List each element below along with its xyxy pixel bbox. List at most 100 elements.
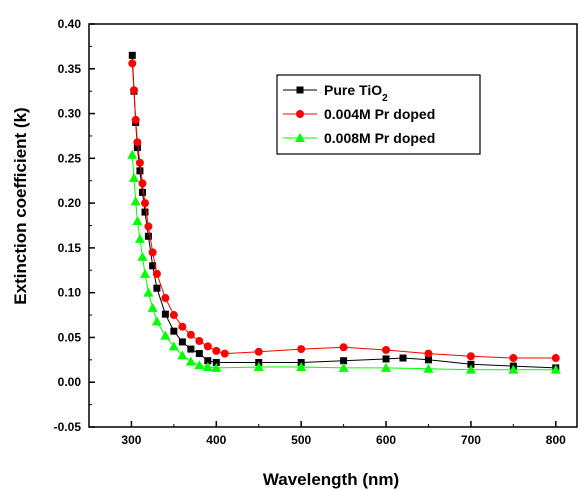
- legend-entry: 0.004M Pr doped: [283, 106, 435, 122]
- data-point: [144, 232, 152, 240]
- data-point: [187, 345, 195, 353]
- data-point: [130, 196, 141, 206]
- data-point: [151, 316, 162, 326]
- x-tick-label: 400: [206, 433, 226, 447]
- data-point: [212, 346, 221, 355]
- data-point: [138, 179, 147, 188]
- y-tick-label: 0.15: [58, 241, 82, 255]
- data-point: [133, 144, 141, 152]
- data-point: [144, 222, 153, 231]
- data-point: [169, 311, 178, 320]
- data-point: [508, 364, 519, 374]
- data-point: [550, 364, 561, 374]
- data-point: [149, 262, 157, 270]
- data-point: [254, 347, 263, 356]
- data-point: [382, 355, 390, 363]
- y-tick-label: -0.05: [54, 420, 82, 434]
- data-point: [178, 322, 187, 331]
- data-point: [467, 360, 475, 368]
- legend-marker: [295, 133, 305, 142]
- data-point: [212, 359, 220, 367]
- data-point: [137, 251, 148, 261]
- data-point: [129, 86, 138, 95]
- data-point: [340, 357, 348, 365]
- data-point: [203, 342, 212, 351]
- data-point: [128, 51, 136, 59]
- y-tick-label: 0.40: [58, 17, 82, 31]
- data-point: [186, 330, 195, 339]
- y-tick-label: 0.00: [58, 375, 82, 389]
- data-point: [382, 345, 391, 354]
- series-1: [128, 51, 560, 372]
- data-point: [465, 364, 476, 374]
- data-point: [153, 284, 161, 292]
- data-point: [195, 337, 204, 346]
- data-point: [170, 327, 178, 335]
- legend-marker: [296, 86, 304, 94]
- series-3: [127, 149, 561, 374]
- data-point: [195, 350, 203, 358]
- series-line: [131, 154, 556, 371]
- data-point: [136, 167, 144, 175]
- y-tick-label: 0.30: [58, 107, 82, 121]
- data-point: [160, 330, 171, 340]
- legend-entry: 0.008M Pr doped: [283, 130, 435, 146]
- data-point: [423, 363, 434, 373]
- data-point: [138, 188, 146, 196]
- data-point: [466, 352, 475, 361]
- data-point: [134, 233, 145, 243]
- data-point: [204, 357, 212, 365]
- data-point: [161, 310, 169, 318]
- x-tick-label: 500: [291, 433, 311, 447]
- data-point: [202, 361, 213, 371]
- legend-label: 0.004M Pr doped: [324, 106, 435, 122]
- plot-area: [127, 51, 561, 374]
- data-point: [141, 199, 150, 208]
- y-tick-label: 0.05: [58, 330, 82, 344]
- data-point: [132, 216, 143, 226]
- data-point: [141, 208, 149, 216]
- data-point: [128, 59, 137, 68]
- data-point: [128, 173, 139, 183]
- data-point: [140, 268, 151, 278]
- data-point: [211, 362, 222, 372]
- data-point: [339, 343, 348, 352]
- data-point: [399, 354, 407, 362]
- data-point: [424, 356, 432, 364]
- data-point: [178, 338, 186, 346]
- data-point: [127, 149, 138, 159]
- data-point: [177, 350, 188, 360]
- data-point: [133, 138, 142, 147]
- data-point: [147, 302, 158, 312]
- legend-marker: [296, 110, 304, 118]
- data-point: [135, 158, 144, 167]
- y-axis-title: Extinction coefficient (k): [11, 107, 30, 304]
- data-point: [424, 349, 433, 358]
- x-tick-label: 700: [461, 433, 481, 447]
- data-point: [253, 361, 264, 371]
- y-tick-label: 0.20: [58, 196, 82, 210]
- data-point: [143, 287, 154, 297]
- x-tick-label: 300: [121, 433, 141, 447]
- axes: -0.05 0.00 0.05 0.10 0.15 0.20 0.25 0.30 0.35 0.4…: [54, 17, 578, 447]
- data-point: [161, 294, 170, 303]
- data-point: [152, 269, 161, 278]
- data-point: [168, 341, 179, 351]
- y-tick-label: 0.25: [58, 151, 82, 165]
- data-point: [194, 360, 205, 370]
- y-tick-label: 0.35: [58, 62, 82, 76]
- data-point: [185, 356, 196, 366]
- data-point: [297, 345, 306, 354]
- data-point: [148, 248, 157, 257]
- data-point: [509, 354, 518, 363]
- y-tick-label: 0.10: [58, 286, 82, 300]
- x-tick-label: 600: [376, 433, 396, 447]
- data-point: [220, 349, 229, 358]
- data-point: [381, 362, 392, 372]
- series-2: [128, 59, 560, 363]
- x-tick-label: 800: [546, 433, 566, 447]
- x-axis-title: Wavelength (nm): [263, 470, 399, 489]
- data-point: [131, 115, 140, 124]
- legend-label: 0.008M Pr doped: [324, 130, 435, 146]
